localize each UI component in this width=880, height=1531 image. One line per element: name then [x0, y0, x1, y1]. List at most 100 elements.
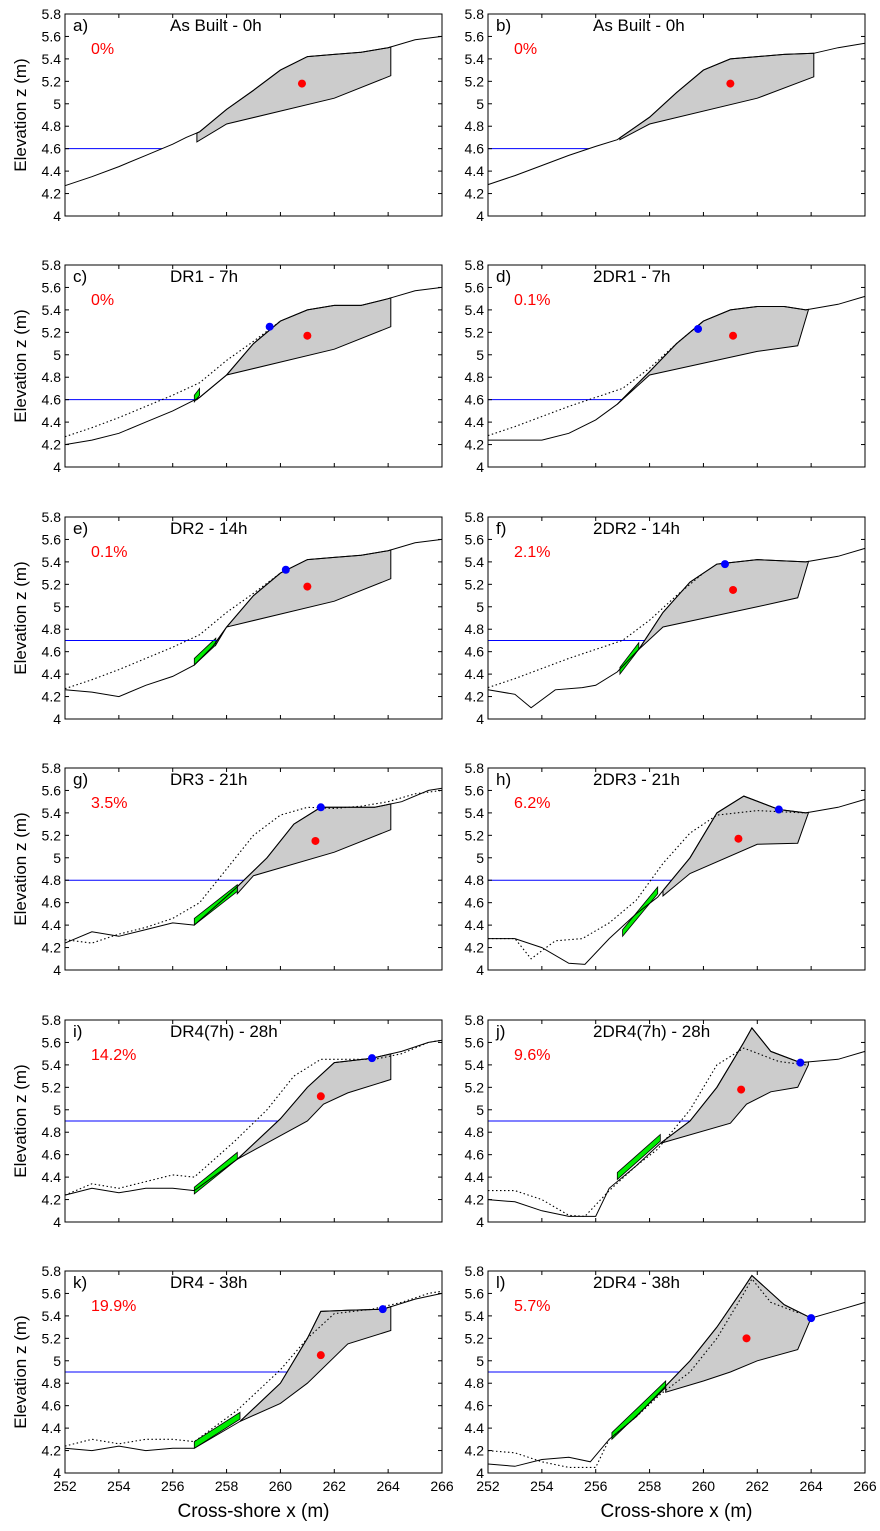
y-axis-label: Elevation z (m)	[11, 1315, 30, 1428]
y-tick-label: 5.2	[465, 1330, 485, 1346]
x-tick-label: 266	[430, 1478, 454, 1494]
x-tick-label: 260	[269, 1478, 293, 1494]
y-tick-label: 5.6	[465, 279, 485, 295]
x-axis-label: Cross-shore x (m)	[600, 1501, 752, 1522]
y-tick-label: 4	[53, 459, 61, 475]
centroid-marker	[311, 836, 320, 845]
y-tick-label: 5.2	[465, 827, 485, 843]
y-tick-label: 4.6	[42, 141, 62, 157]
exposed-band	[193, 637, 217, 667]
crest-marker	[265, 322, 274, 331]
y-tick-label: 5.4	[42, 805, 62, 821]
y-tick-label: 4.6	[42, 1398, 62, 1414]
exposed-band	[193, 1151, 238, 1195]
y-tick-label: 4.2	[42, 186, 62, 202]
centroid-marker	[303, 331, 312, 340]
percent-label: 0%	[91, 41, 114, 58]
x-tick-label: 256	[584, 1478, 608, 1494]
initial-profile	[64, 320, 281, 438]
panel-title: 2DR4(7h) - 28h	[593, 1022, 710, 1041]
panel-title: DR2 - 14h	[170, 519, 247, 538]
y-tick-label: 5.6	[42, 279, 62, 295]
y-tick-label: 4	[53, 1465, 61, 1481]
y-tick-label: 4.2	[465, 1443, 485, 1459]
y-tick-label: 4.8	[42, 118, 62, 134]
initial-profile	[64, 1039, 443, 1196]
y-tick-label: 4.2	[465, 1192, 485, 1208]
crest-marker	[367, 1054, 376, 1063]
x-tick-label: 260	[692, 1478, 716, 1494]
y-axis-label: Elevation z (m)	[11, 58, 30, 171]
y-tick-label: 4.8	[465, 872, 485, 888]
percent-label: 0.1%	[514, 292, 550, 309]
panel-l: 4 4.2 4.4 4.6 4.8 5 5.2 5.4 5.6 5.8 252 254 256 258 26…	[465, 1263, 877, 1522]
y-tick-label: 5.6	[465, 531, 485, 547]
initial-profile	[64, 1290, 443, 1447]
y-tick-label: 5.2	[465, 324, 485, 340]
centroid-marker	[742, 1334, 751, 1343]
x-tick-label: 252	[476, 1478, 500, 1494]
panel-label: g)	[73, 770, 88, 789]
y-tick-label: 4.8	[465, 621, 485, 637]
profile-line	[488, 795, 866, 965]
panel-title: DR4(7h) - 28h	[170, 1022, 278, 1041]
crest-marker	[316, 803, 325, 812]
berm-fill	[665, 1274, 812, 1393]
y-tick-label: 4.6	[42, 1147, 62, 1163]
y-tick-label: 5.4	[465, 51, 485, 67]
percent-label: 0.1%	[91, 544, 127, 561]
y-tick-label: 5.6	[465, 1285, 485, 1301]
panel-label: b)	[496, 16, 511, 35]
profile-line	[487, 547, 866, 709]
y-tick-label: 5.2	[42, 324, 62, 340]
berm-fill	[239, 1305, 392, 1422]
exposed-band	[622, 885, 659, 938]
panel-title: 2DR4 - 38h	[593, 1273, 680, 1292]
y-tick-label: 5.8	[465, 1263, 485, 1279]
y-tick-label: 4.4	[42, 666, 62, 682]
panel-e: 4 4.2 4.4 4.6 4.8 5 5.2 5.4 5.6 5.8 e) DR2 - 14h 0.1…	[11, 509, 443, 727]
y-tick-label: 4	[476, 208, 484, 224]
y-tick-label: 5	[476, 1102, 484, 1118]
y-tick-label: 5.6	[42, 1285, 62, 1301]
y-tick-label: 5.6	[465, 782, 485, 798]
axes-frame	[64, 1019, 443, 1223]
initial-profile	[488, 810, 806, 960]
y-tick-label: 4.6	[465, 895, 485, 911]
centroid-marker	[297, 79, 306, 88]
panel-i: 4 4.2 4.4 4.6 4.8 5 5.2 5.4 5.6 5.8 i) DR4(7h) - 28…	[11, 1012, 443, 1230]
y-tick-label: 4.2	[42, 1443, 62, 1459]
exposed-band	[619, 641, 640, 676]
y-tick-label: 5.2	[42, 576, 62, 592]
panel-a: 4 4.2 4.4 4.6 4.8 5 5.2 5.4 5.6 5.8 a) As Built - 0…	[11, 6, 443, 224]
initial-profile	[487, 1277, 801, 1468]
axes-frame	[64, 1270, 443, 1474]
y-tick-label: 5.2	[465, 576, 485, 592]
crest-marker	[720, 560, 729, 569]
y-tick-label: 4.8	[42, 1124, 62, 1140]
y-tick-label: 5	[53, 347, 61, 363]
y-tick-label: 4.2	[42, 940, 62, 956]
y-tick-label: 5	[53, 599, 61, 615]
x-tick-label: 264	[799, 1478, 823, 1494]
y-tick-label: 4.8	[42, 369, 62, 385]
y-tick-label: 5	[476, 347, 484, 363]
panel-label: j)	[495, 1022, 505, 1041]
y-tick-label: 5.4	[42, 554, 62, 570]
y-tick-label: 4.8	[42, 621, 62, 637]
panel-label: d)	[496, 267, 511, 286]
x-tick-label: 264	[376, 1478, 400, 1494]
centroid-marker	[737, 1085, 746, 1094]
berm-fill	[616, 306, 809, 405]
centroid-marker	[729, 585, 738, 594]
crest-marker	[807, 1314, 816, 1323]
x-tick-label: 258	[215, 1478, 239, 1494]
y-tick-label: 4.2	[465, 940, 485, 956]
initial-profile	[487, 320, 704, 437]
y-tick-label: 4.4	[42, 414, 62, 430]
y-tick-label: 5	[53, 850, 61, 866]
profile-line	[64, 787, 443, 944]
y-tick-label: 5.4	[465, 1308, 485, 1324]
y-tick-label: 5.4	[42, 302, 62, 318]
